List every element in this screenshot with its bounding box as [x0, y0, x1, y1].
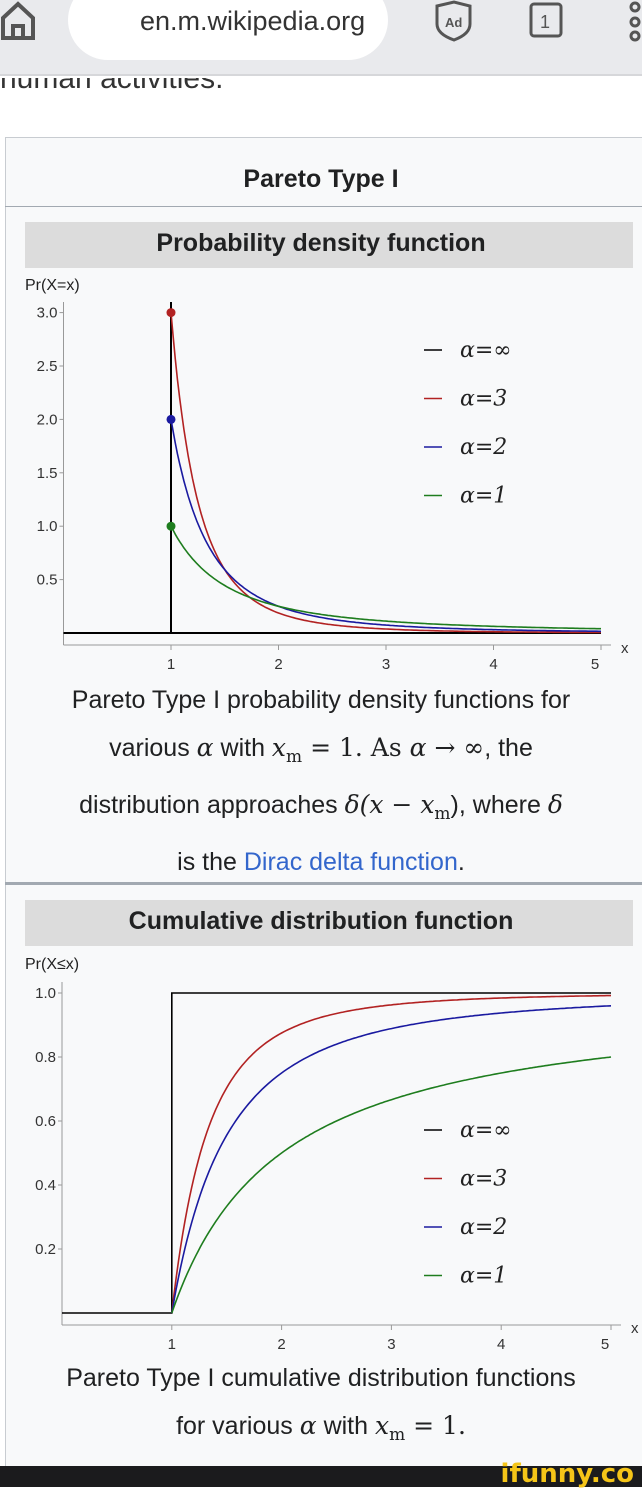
series-line-1	[171, 994, 611, 1314]
tabs-icon[interactable]: 1	[529, 2, 563, 38]
caption-text: .	[457, 848, 465, 876]
y-tick-label: 0.5	[37, 572, 58, 589]
series-line-2	[170, 419, 601, 633]
y-tick-label: 1.0	[35, 985, 56, 1002]
legend-entry: α=∞	[460, 338, 512, 363]
y-tick-label: 0.6	[35, 1113, 56, 1130]
y-axis-label: Pr(X=x)	[25, 277, 80, 294]
caption-text: various	[109, 734, 197, 762]
series-line-2	[171, 1005, 612, 1314]
caption-text: distribution approaches	[79, 791, 345, 819]
series-point-2	[166, 414, 176, 424]
infobox-title: Pareto Type I	[243, 165, 399, 193]
x-tick-label: 2	[274, 656, 282, 673]
y-tick-label: 0.2	[35, 1241, 56, 1258]
series-line-1	[170, 312, 601, 634]
caption-math: m	[434, 804, 451, 824]
legend-entry: α=3	[460, 1167, 507, 1192]
caption-text: is the	[177, 848, 244, 876]
y-tick-label: 0.8	[35, 1049, 56, 1066]
x-tick-label: 3	[387, 1336, 395, 1353]
legend-entry: α=2	[460, 435, 507, 460]
home-icon[interactable]	[1, 1, 35, 40]
series-point-1	[166, 308, 176, 318]
cdf-caption: Pareto Type I cumulative distribution fu…	[0, 1354, 642, 1459]
caption-math: m	[389, 1425, 406, 1445]
x-tick-label: 2	[277, 1336, 285, 1353]
ifunny-watermark: ifunny.co	[500, 1459, 634, 1489]
x-tick-label: 4	[489, 656, 497, 673]
adblock-shield-icon[interactable]: Ad	[435, 0, 472, 42]
pdf-caption: Pareto Type I probability density functi…	[0, 676, 642, 886]
x-tick-label: 1	[167, 656, 175, 673]
y-tick-label: 0.4	[35, 1177, 56, 1194]
series-point-3	[166, 521, 176, 531]
legend-entry: α=2	[460, 1215, 507, 1240]
caption-text: Pareto Type I probability density functi…	[71, 686, 571, 714]
series-line-0	[63, 302, 601, 634]
caption-text: with	[213, 734, 272, 762]
x-tick-label: 3	[382, 656, 390, 673]
caption-math: α	[299, 1411, 317, 1440]
browser-toolbar: Ad 1 en.m.wikipedia.org	[0, 0, 642, 76]
y-tick-label: 1.5	[37, 465, 58, 482]
previous-paragraph-text: human activities.	[0, 62, 224, 95]
legend-entry: α=3	[460, 387, 507, 412]
caption-math: δ(x − x	[344, 790, 435, 819]
divider	[5, 206, 642, 207]
caption-math: m	[286, 747, 303, 767]
legend-entry: α=1	[460, 1264, 507, 1289]
caption-text: for various	[176, 1412, 300, 1440]
caption-math: α	[196, 733, 214, 762]
address-bar[interactable]	[68, 0, 388, 60]
cdf-header: Cumulative distribution function	[128, 907, 514, 935]
legend-entry: α=1	[460, 484, 507, 509]
infobox	[5, 137, 642, 1467]
x-tick-label: 5	[591, 656, 599, 673]
svg-text:Ad: Ad	[445, 15, 462, 30]
y-tick-label: 2.0	[37, 411, 58, 428]
series-line-3	[170, 525, 601, 630]
caption-math: x	[271, 733, 287, 762]
caption-text: with	[316, 1412, 375, 1440]
x-tick-label: 4	[497, 1336, 505, 1353]
x-tick-label: 1	[168, 1336, 176, 1353]
series-line-3	[171, 1056, 612, 1314]
caption-text: Pareto Type I cumulative distribution fu…	[66, 1364, 576, 1392]
section-separator	[5, 882, 642, 885]
legend-entry: α=∞	[460, 1118, 512, 1143]
dirac-delta-link[interactable]: Dirac delta function	[243, 848, 458, 876]
x-axis-label: x	[621, 640, 629, 657]
series-line-0	[62, 992, 611, 1314]
cdf-header-band	[25, 900, 633, 946]
caption-math: = 1.	[405, 1411, 466, 1440]
pdf-header-band	[25, 222, 633, 268]
menu-icon[interactable]	[629, 1, 641, 42]
caption-math: = 1. As	[302, 733, 410, 762]
x-axis-label: x	[631, 1320, 639, 1337]
caption-math: α → ∞	[409, 733, 485, 762]
caption-text: , the	[484, 734, 533, 762]
url-text[interactable]: en.m.wikipedia.org	[140, 6, 366, 36]
y-tick-label: 1.0	[37, 518, 58, 535]
y-tick-label: 3.0	[37, 305, 58, 322]
y-axis-label: Pr(X≤x)	[25, 956, 79, 973]
x-tick-label: 5	[601, 1336, 609, 1353]
caption-math: x	[374, 1411, 390, 1440]
caption-text: ), where	[450, 791, 548, 819]
pdf-header: Probability density function	[156, 229, 486, 257]
footer-bar	[0, 1466, 642, 1487]
y-tick-label: 2.5	[37, 358, 58, 375]
caption-math: δ	[547, 790, 563, 819]
svg-text:1: 1	[540, 12, 550, 32]
